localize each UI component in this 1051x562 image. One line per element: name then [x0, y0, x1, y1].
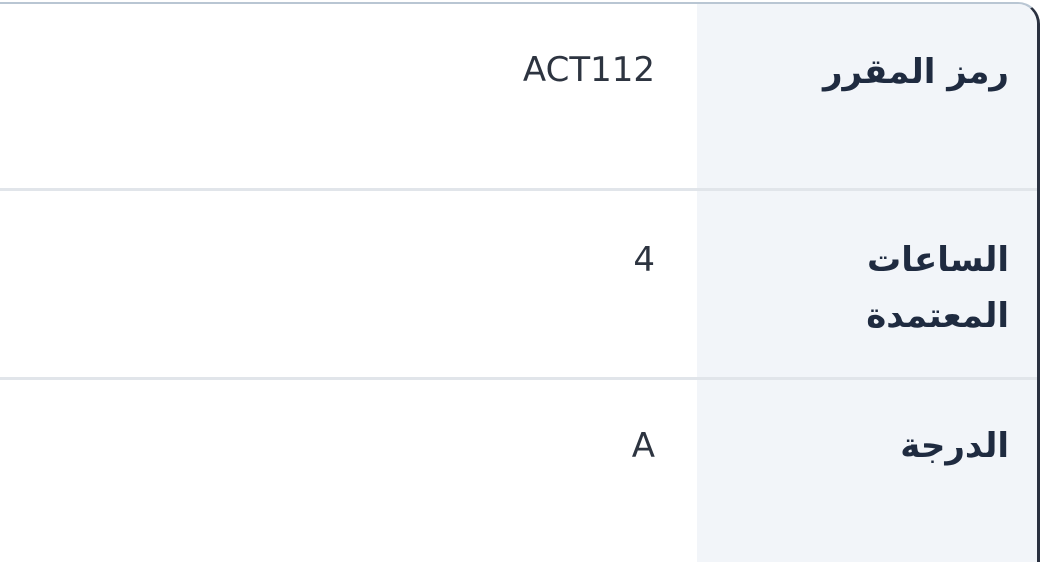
label-column	[697, 4, 1037, 562]
grade-value: A	[631, 426, 655, 466]
credit-hours-label: الساعات المعتمدة	[866, 240, 1009, 336]
grade-label: الدرجة	[900, 426, 1009, 466]
detail-row-credit-hours: الساعات المعتمدة 4	[0, 188, 1037, 380]
credit-hours-value: 4	[633, 240, 655, 280]
detail-row-grade: الدرجة A	[0, 380, 1037, 562]
course-code-label: رمز المقرر	[822, 52, 1009, 92]
detail-row-course-code: رمز المقرر ACT112	[0, 4, 1037, 191]
course-code-value: ACT112	[522, 50, 655, 90]
